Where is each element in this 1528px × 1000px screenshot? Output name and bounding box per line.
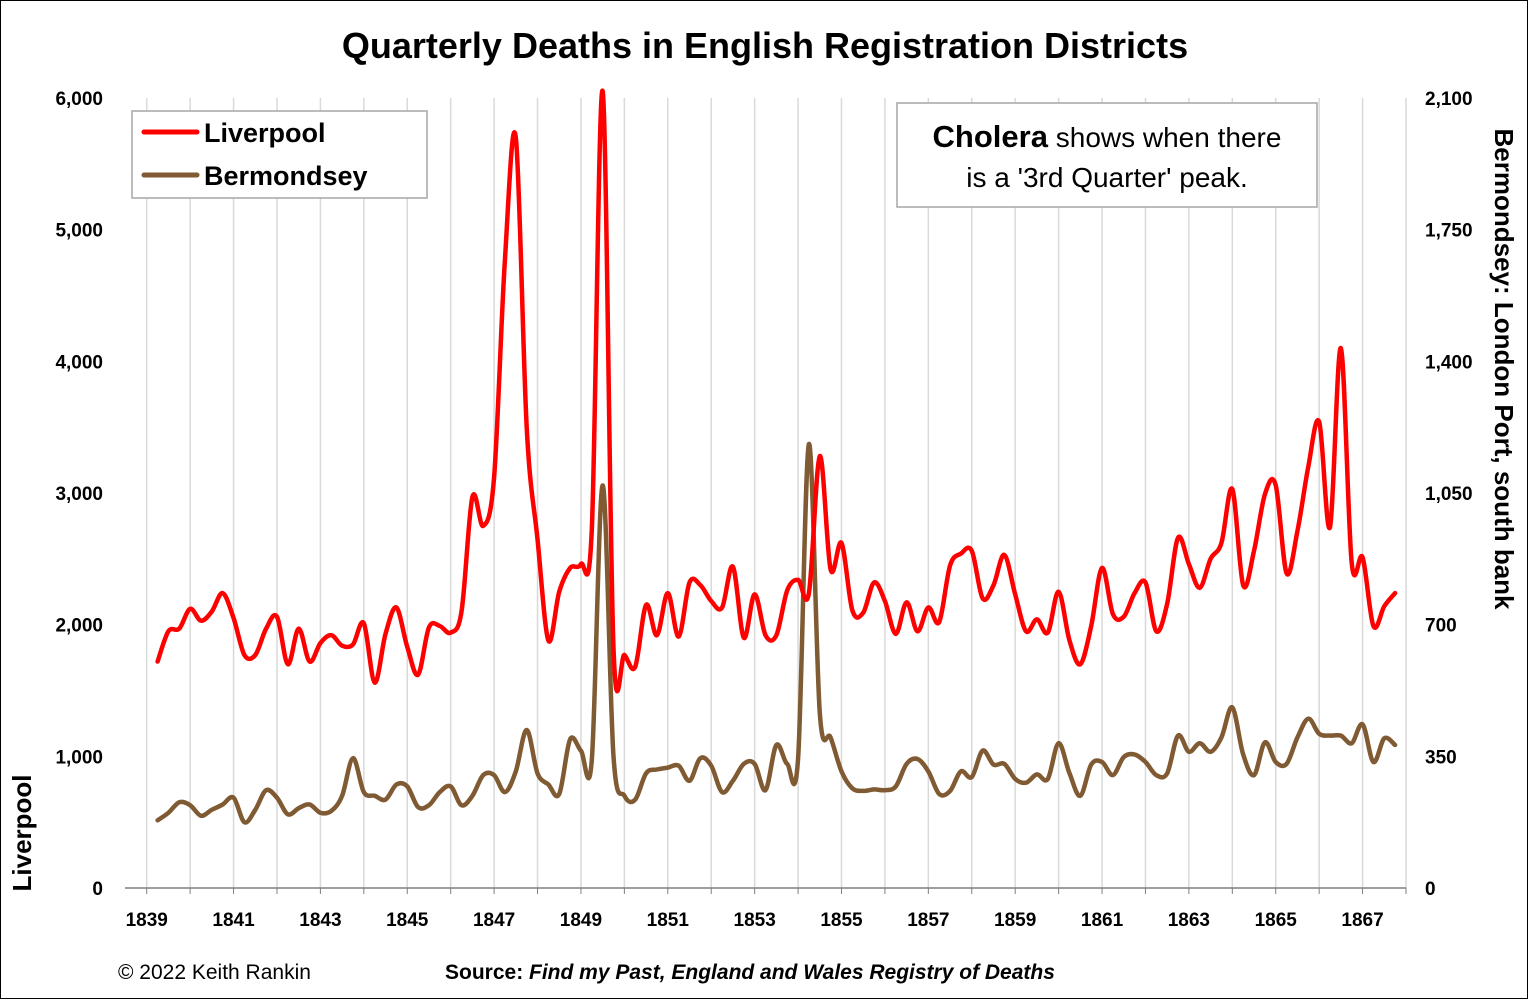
left-y-tick-label: 2,000 xyxy=(55,616,103,637)
series-line-bermondsey xyxy=(155,441,1398,825)
source-text: Source: Find my Past, England and Wales … xyxy=(445,961,1055,984)
legend-label-liverpool: Liverpool xyxy=(204,118,326,148)
x-tick-label: 1855 xyxy=(820,910,863,931)
legend: Liverpool Bermondsey xyxy=(131,110,428,199)
left-y-tick-label: 4,000 xyxy=(55,352,103,373)
right-y-tick-label: 700 xyxy=(1425,616,1457,637)
source-label: Source: xyxy=(445,961,523,984)
chart-title: Quarterly Deaths in English Registration… xyxy=(342,25,1188,66)
right-y-tick-label: 0 xyxy=(1425,879,1436,900)
right-y-tick-label: 1,400 xyxy=(1425,352,1473,373)
x-tick-label: 1847 xyxy=(473,910,515,931)
right-y-tick-label: 350 xyxy=(1425,747,1457,768)
x-tick-label: 1841 xyxy=(212,910,255,931)
right-y-tick-label: 2,100 xyxy=(1425,89,1473,110)
series-line-liverpool xyxy=(155,88,1398,694)
x-tick-label: 1843 xyxy=(299,910,341,931)
x-tick-label: 1861 xyxy=(1081,910,1124,931)
x-tick-label: 1867 xyxy=(1341,910,1383,931)
annotation-box xyxy=(896,102,1318,208)
axes: 1839 1841 1843 1845 1847 1849 1851 1853 1855 1857… xyxy=(55,89,1472,931)
left-y-tick-label: 1,000 xyxy=(55,747,103,768)
x-tick-label: 1849 xyxy=(560,910,602,931)
legend-label-bermondsey: Bermondsey xyxy=(204,161,368,191)
right-y-tick-label: 1,050 xyxy=(1425,484,1473,505)
right-y-tick-label: 1,750 xyxy=(1425,221,1473,242)
x-tick-label: 1839 xyxy=(126,910,168,931)
series-lines xyxy=(155,88,1398,825)
right-axis-title: Bermondsey: London Port, south bank xyxy=(1489,128,1519,610)
x-tick-label: 1853 xyxy=(734,910,776,931)
left-y-tick-label: 0 xyxy=(92,879,103,900)
x-tick-label: 1845 xyxy=(386,910,429,931)
left-y-tick-label: 5,000 xyxy=(55,221,103,242)
left-axis-title: Liverpool xyxy=(7,774,37,891)
x-tick-label: 1863 xyxy=(1168,910,1210,931)
annotation-rest: shows when there xyxy=(1048,122,1281,153)
left-y-tick-label: 6,000 xyxy=(55,89,103,110)
x-tick-label: 1857 xyxy=(907,910,949,931)
left-y-tick-label: 3,000 xyxy=(55,484,103,505)
x-tick-label: 1859 xyxy=(994,910,1036,931)
legend-box xyxy=(131,110,428,199)
x-tick-label: 1865 xyxy=(1255,910,1298,931)
annotation-line-1: Cholera shows when there xyxy=(933,119,1282,154)
annotation-bold: Cholera xyxy=(933,119,1049,154)
cholera-annotation: Cholera shows when there is a '3rd Quart… xyxy=(896,102,1318,208)
source-detail: Find my Past, England and Wales Registry… xyxy=(523,961,1055,984)
x-tick-label: 1851 xyxy=(647,910,690,931)
annotation-line-2: is a '3rd Quarter' peak. xyxy=(966,162,1248,193)
grid-lines xyxy=(145,98,1407,888)
copyright-text: © 2022 Keith Rankin xyxy=(118,961,311,984)
